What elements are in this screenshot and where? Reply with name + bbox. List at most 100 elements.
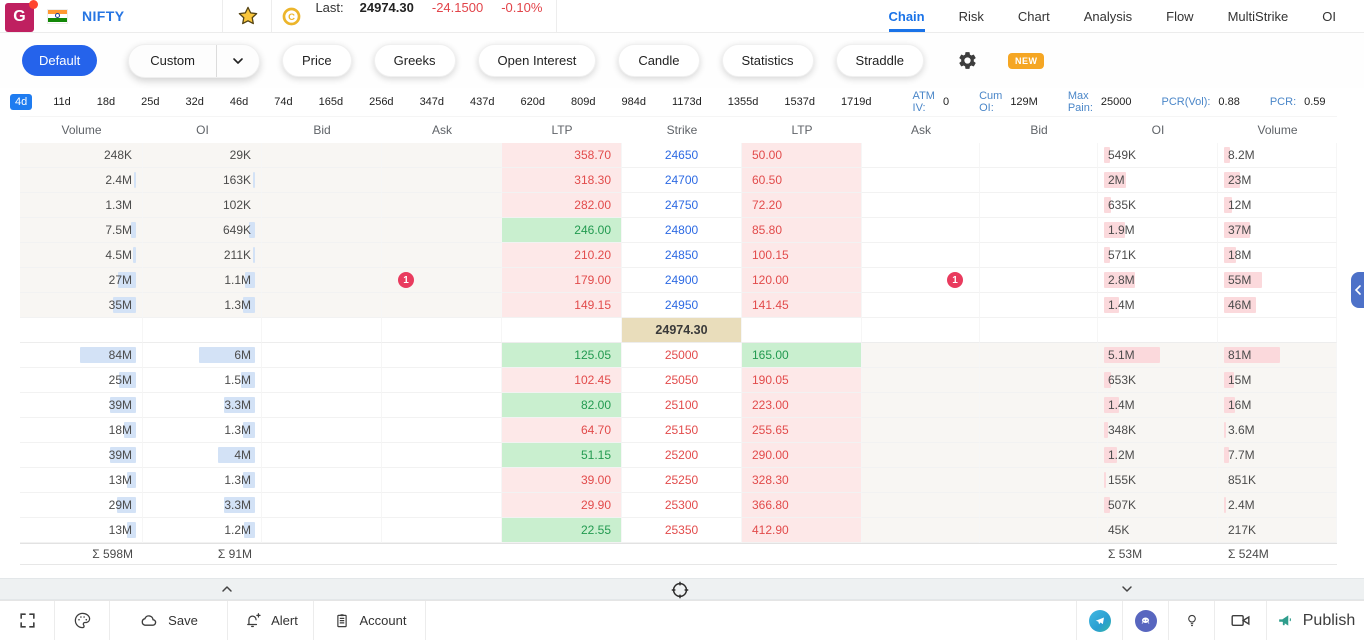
table-row[interactable]: 39M 4M 51.15 25200 290.00 1.2M 7.7M bbox=[20, 443, 1337, 468]
call-volume-cell-value: 27M bbox=[108, 273, 132, 287]
fullscreen-button[interactable] bbox=[0, 601, 55, 640]
video-camera-icon bbox=[1231, 614, 1250, 627]
alert-button[interactable]: Alert bbox=[228, 601, 314, 640]
put-volume-cell-value: 16M bbox=[1228, 398, 1252, 412]
app-logo[interactable]: G bbox=[5, 0, 38, 32]
notification-dot bbox=[29, 0, 38, 9]
chain-rows-itm-call: 248K 29K 358.70 24650 50.00 549K 8.2M 2.4M 163K 3… bbox=[20, 143, 1337, 318]
expiry-tab-256d[interactable]: 256d bbox=[369, 96, 394, 108]
put-oi-cell-value: 155K bbox=[1108, 473, 1137, 487]
expiry-tab-74d[interactable]: 74d bbox=[274, 96, 293, 108]
pill-straddle[interactable]: Straddle bbox=[835, 44, 924, 77]
tab-multistrike[interactable]: MultiStrike bbox=[1227, 8, 1289, 24]
table-row[interactable]: 13M 1.2M 22.55 25350 412.90 45K 217K bbox=[20, 518, 1337, 543]
call-bid-cell bbox=[262, 518, 382, 543]
expiry-tab-809d[interactable]: 809d bbox=[571, 96, 596, 108]
expiry-tab-437d[interactable]: 437d bbox=[470, 96, 495, 108]
call-bid-cell bbox=[262, 143, 382, 168]
put-oi-cell: 507K bbox=[1098, 493, 1218, 518]
table-row[interactable]: 29M 3.3M 29.90 25300 366.80 507K 2.4M bbox=[20, 493, 1337, 518]
tab-oi[interactable]: OI bbox=[1322, 8, 1336, 24]
table-row[interactable]: 248K 29K 358.70 24650 50.00 549K 8.2M bbox=[20, 143, 1337, 168]
call-ltp-cell: 125.05 bbox=[502, 343, 622, 368]
publish-button[interactable]: Publish bbox=[1266, 601, 1364, 640]
call-bid-cell bbox=[262, 468, 382, 493]
put-magnitude-bar bbox=[1224, 147, 1230, 163]
chevron-down-icon[interactable] bbox=[217, 45, 259, 77]
put-volume-cell: 16M bbox=[1218, 393, 1337, 418]
telegram-icon bbox=[1088, 609, 1111, 632]
default-layout-button[interactable]: Default bbox=[22, 45, 98, 76]
table-row[interactable]: 4.5M 211K 210.20 24850 100.15 571K 18M bbox=[20, 243, 1337, 268]
expiry-tab-347d[interactable]: 347d bbox=[419, 96, 445, 108]
table-row[interactable]: 18M 1.3M 64.70 25150 255.65 348K 3.6M bbox=[20, 418, 1337, 443]
expiry-tab-32d[interactable]: 32d bbox=[185, 96, 204, 108]
drag-handle-icon[interactable] bbox=[669, 579, 691, 606]
table-row[interactable]: 35M 1.3M 149.15 24950 141.45 1.4M 46M bbox=[20, 293, 1337, 318]
tab-risk[interactable]: Risk bbox=[958, 8, 984, 24]
expiry-tab-620d[interactable]: 620d bbox=[520, 96, 546, 108]
table-row[interactable]: 39M 3.3M 82.00 25100 223.00 1.4M 16M bbox=[20, 393, 1337, 418]
collapse-down-icon[interactable] bbox=[1118, 581, 1136, 602]
stat-label: PCR: bbox=[1269, 96, 1297, 108]
table-row[interactable]: 1.3M 102K 282.00 24750 72.20 635K 12M bbox=[20, 193, 1337, 218]
custom-layout-button[interactable]: Custom bbox=[128, 43, 260, 78]
pill-candle[interactable]: Candle bbox=[618, 44, 700, 77]
telegram-button[interactable] bbox=[1076, 601, 1122, 640]
side-panel-handle[interactable] bbox=[1351, 272, 1364, 308]
ideas-button[interactable] bbox=[1168, 601, 1214, 640]
call-oi-cell-value: 1.1M bbox=[224, 273, 251, 287]
pill-open-interest[interactable]: Open Interest bbox=[477, 44, 597, 77]
tab-chain[interactable]: Chain bbox=[888, 0, 925, 32]
table-row[interactable]: 2.4M 163K 318.30 24700 60.50 2M 23M bbox=[20, 168, 1337, 193]
video-button[interactable] bbox=[1214, 601, 1266, 640]
expiry-tab-1537d[interactable]: 1537d bbox=[784, 96, 815, 108]
call-volume-cell-value: 35M bbox=[108, 298, 132, 312]
call-magnitude-bar bbox=[241, 372, 255, 388]
save-button[interactable]: Save bbox=[110, 601, 228, 640]
call-ltp-cell: 210.20 bbox=[502, 243, 622, 268]
favorite-star-icon[interactable] bbox=[231, 0, 265, 32]
call-oi-cell: 3.3M bbox=[143, 493, 262, 518]
pill-greeks[interactable]: Greeks bbox=[373, 44, 456, 77]
account-button[interactable]: Account bbox=[314, 601, 426, 640]
call-oi-cell-value: 1.2M bbox=[224, 523, 251, 537]
pill-price[interactable]: Price bbox=[282, 44, 352, 77]
expiry-tab-1355d[interactable]: 1355d bbox=[727, 96, 759, 108]
tab-chart[interactable]: Chart bbox=[1017, 8, 1050, 24]
discord-button[interactable] bbox=[1122, 601, 1168, 640]
order-count-badge[interactable]: 1 bbox=[398, 272, 414, 288]
expiry-tab-25d[interactable]: 25d bbox=[141, 96, 160, 108]
call-ltp-cell: 318.30 bbox=[502, 168, 622, 193]
tab-flow[interactable]: Flow bbox=[1166, 8, 1194, 24]
panel-resize-strip[interactable] bbox=[0, 578, 1364, 600]
expiry-tab-46d[interactable]: 46d bbox=[229, 96, 249, 108]
expiry-tab-984d[interactable]: 984d bbox=[621, 96, 646, 108]
expiry-tab-18d[interactable]: 18d bbox=[96, 96, 116, 108]
symbol-name[interactable]: NIFTY bbox=[82, 8, 125, 24]
expiry-tab-165d[interactable]: 165d bbox=[318, 96, 344, 108]
stat-value: 129M bbox=[1010, 96, 1038, 108]
spot-price: 24974.30 bbox=[622, 318, 742, 343]
call-magnitude-bar bbox=[253, 172, 255, 188]
call-magnitude-bar bbox=[124, 422, 136, 438]
expiry-tab-1173d[interactable]: 1173d bbox=[671, 96, 702, 108]
table-row[interactable]: 27M 1.1M 1 179.00 24900 120.00 1 2.8M 55M bbox=[20, 268, 1337, 293]
tab-analysis[interactable]: Analysis bbox=[1083, 8, 1133, 24]
theme-palette-button[interactable] bbox=[55, 601, 110, 640]
put-volume-cell: 81M bbox=[1218, 343, 1337, 368]
gear-icon[interactable] bbox=[957, 50, 978, 71]
expiry-tab-11d[interactable]: 11d bbox=[53, 96, 71, 108]
put-bid-cell bbox=[980, 218, 1098, 243]
pill-statistics[interactable]: Statistics bbox=[721, 44, 814, 77]
expiry-tab-1719d[interactable]: 1719d bbox=[840, 96, 872, 108]
strike-cell: 25200 bbox=[622, 443, 742, 468]
table-row[interactable]: 7.5M 649K 246.00 24800 85.80 1.9M 37M bbox=[20, 218, 1337, 243]
expiry-tab-4d[interactable]: 4d bbox=[10, 94, 33, 110]
table-row[interactable]: 13M 1.3M 39.00 25250 328.30 155K 851K bbox=[20, 468, 1337, 493]
table-row[interactable]: 84M 6M 125.05 25000 165.00 5.1M 81M bbox=[20, 343, 1337, 368]
table-row[interactable]: 25M 1.5M 102.45 25050 190.05 653K 15M bbox=[20, 368, 1337, 393]
collapse-up-icon[interactable] bbox=[218, 581, 236, 602]
order-count-badge[interactable]: 1 bbox=[947, 272, 963, 288]
call-oi-cell-value: 1.3M bbox=[224, 423, 251, 437]
